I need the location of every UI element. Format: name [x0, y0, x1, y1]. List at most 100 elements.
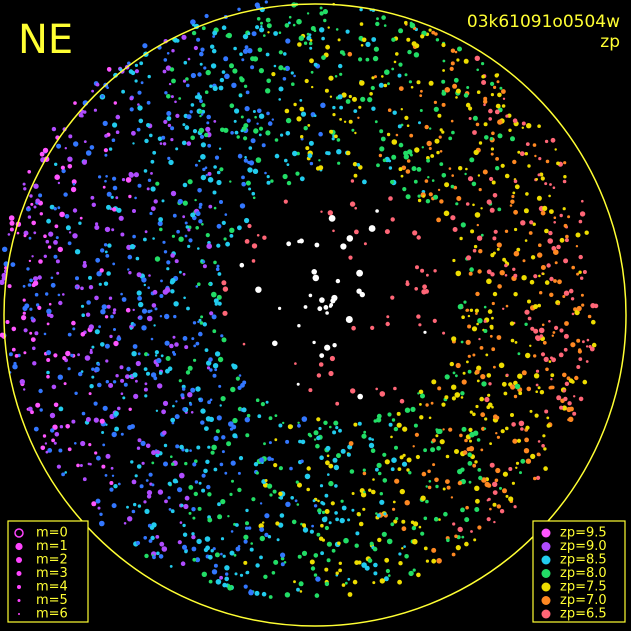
star	[376, 413, 382, 419]
star	[373, 46, 379, 52]
star	[563, 290, 570, 296]
star	[393, 426, 399, 432]
star	[337, 94, 343, 100]
star	[89, 145, 95, 150]
bright-star	[330, 298, 336, 304]
star	[232, 364, 238, 370]
star	[461, 315, 465, 320]
star	[197, 72, 202, 77]
star	[461, 535, 465, 539]
star	[375, 21, 380, 27]
star	[490, 93, 494, 97]
star	[210, 44, 215, 49]
star	[348, 94, 352, 99]
star	[136, 272, 142, 278]
star	[456, 58, 460, 62]
star	[240, 382, 245, 388]
star	[141, 325, 147, 331]
star	[172, 335, 176, 339]
star	[293, 74, 296, 78]
star	[237, 471, 241, 475]
star	[472, 463, 477, 468]
star	[344, 581, 348, 585]
star	[490, 152, 494, 156]
star	[117, 482, 121, 486]
star	[189, 402, 193, 406]
star	[152, 289, 158, 295]
star	[431, 179, 435, 182]
star	[491, 347, 496, 352]
star	[267, 121, 273, 126]
star	[377, 537, 382, 543]
star	[534, 154, 537, 158]
star	[550, 137, 556, 143]
star	[370, 85, 375, 91]
star	[425, 403, 429, 407]
star	[1, 272, 7, 279]
star	[123, 382, 128, 387]
star	[371, 438, 375, 441]
star	[562, 179, 567, 184]
star	[408, 471, 412, 475]
star	[131, 130, 136, 136]
star	[492, 291, 498, 297]
star	[135, 256, 140, 261]
star	[508, 128, 512, 132]
star	[481, 74, 486, 79]
star	[423, 448, 427, 453]
star	[480, 233, 484, 237]
star	[27, 170, 32, 174]
star	[538, 243, 542, 247]
star	[295, 171, 300, 176]
star	[387, 412, 392, 417]
star	[504, 263, 508, 268]
star	[193, 344, 197, 348]
magnitude-symbol	[16, 571, 22, 576]
star	[425, 499, 429, 504]
star	[438, 135, 442, 139]
star	[62, 356, 67, 361]
star	[99, 268, 104, 273]
star	[571, 265, 575, 270]
star	[264, 171, 267, 175]
bright-star	[340, 243, 347, 250]
star	[40, 445, 46, 451]
star	[542, 434, 546, 438]
star	[38, 193, 43, 198]
star	[243, 539, 248, 544]
star	[520, 427, 524, 431]
star	[265, 130, 271, 136]
star	[266, 180, 271, 185]
star	[239, 203, 246, 209]
star	[77, 353, 80, 357]
star	[33, 183, 39, 189]
star	[392, 500, 396, 504]
star	[418, 323, 422, 327]
star	[514, 184, 520, 190]
star	[556, 161, 560, 166]
star	[256, 17, 261, 21]
star	[120, 392, 124, 396]
star	[424, 124, 429, 130]
star	[22, 284, 26, 288]
star	[152, 150, 157, 155]
star	[68, 231, 72, 234]
star	[219, 77, 225, 83]
star	[416, 572, 421, 578]
star	[334, 134, 338, 139]
star	[562, 207, 566, 211]
star	[316, 532, 321, 537]
star	[157, 383, 163, 389]
star	[403, 154, 409, 160]
zp-symbol	[541, 582, 551, 592]
star	[117, 406, 121, 411]
star	[213, 120, 217, 123]
star	[238, 456, 244, 461]
star	[74, 391, 78, 395]
star	[205, 126, 211, 132]
star	[213, 165, 217, 169]
star	[308, 140, 314, 146]
star	[89, 384, 94, 389]
star	[304, 78, 309, 84]
bright-star	[356, 288, 362, 294]
